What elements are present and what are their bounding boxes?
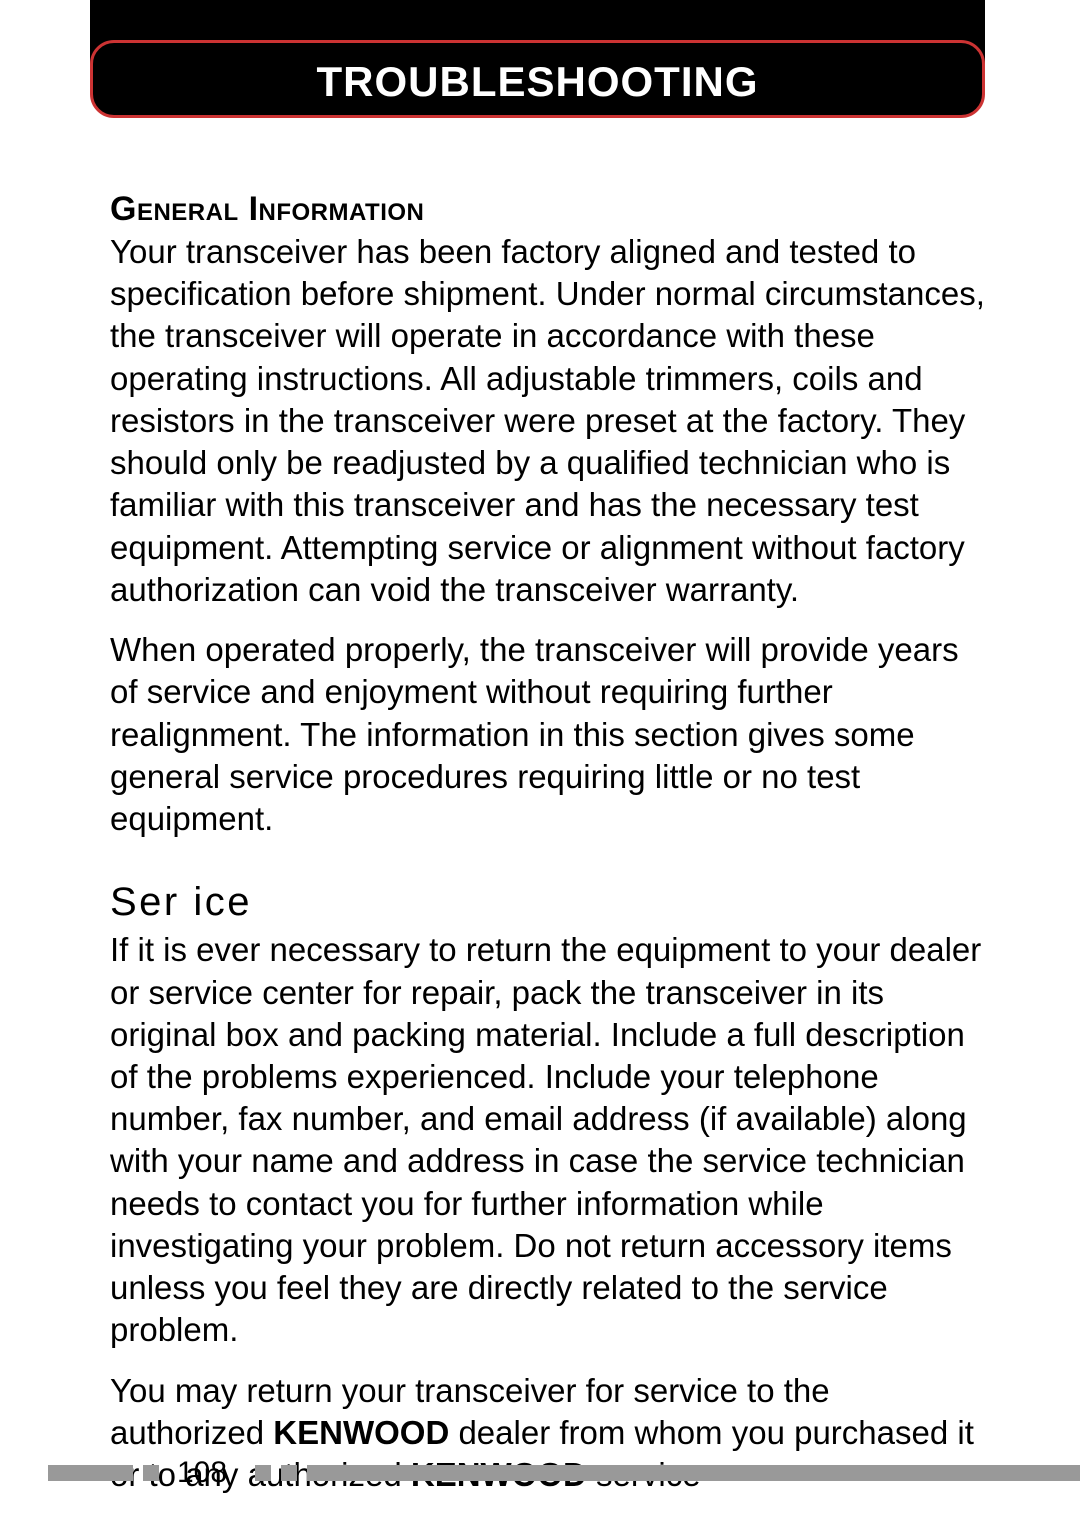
footer-bar-left [48,1465,133,1481]
footer-bar-right [307,1465,1080,1481]
header-background: TROUBLESHOOTING [90,0,985,118]
brand-name-1: KENWOOD [273,1414,449,1451]
service-heading: Ser ice [110,880,985,925]
page-header: TROUBLESHOOTING [0,0,1080,140]
page-footer: 108 [0,1463,1080,1483]
general-information-para1: Your transceiver has been factory aligne… [110,231,985,611]
page-number: 108 [177,1456,227,1490]
header-title: TROUBLESHOOTING [90,58,985,106]
page-content: General Information Your transceiver has… [0,140,1080,1496]
general-information-heading: General Information [110,190,985,229]
service-para1: If it is ever necessary to return the eq… [110,929,985,1351]
footer-bar-dot3 [281,1465,297,1481]
footer-bar-dot2 [255,1465,271,1481]
general-information-para2: When operated properly, the transceiver … [110,629,985,840]
footer-bar-dot1 [143,1465,159,1481]
